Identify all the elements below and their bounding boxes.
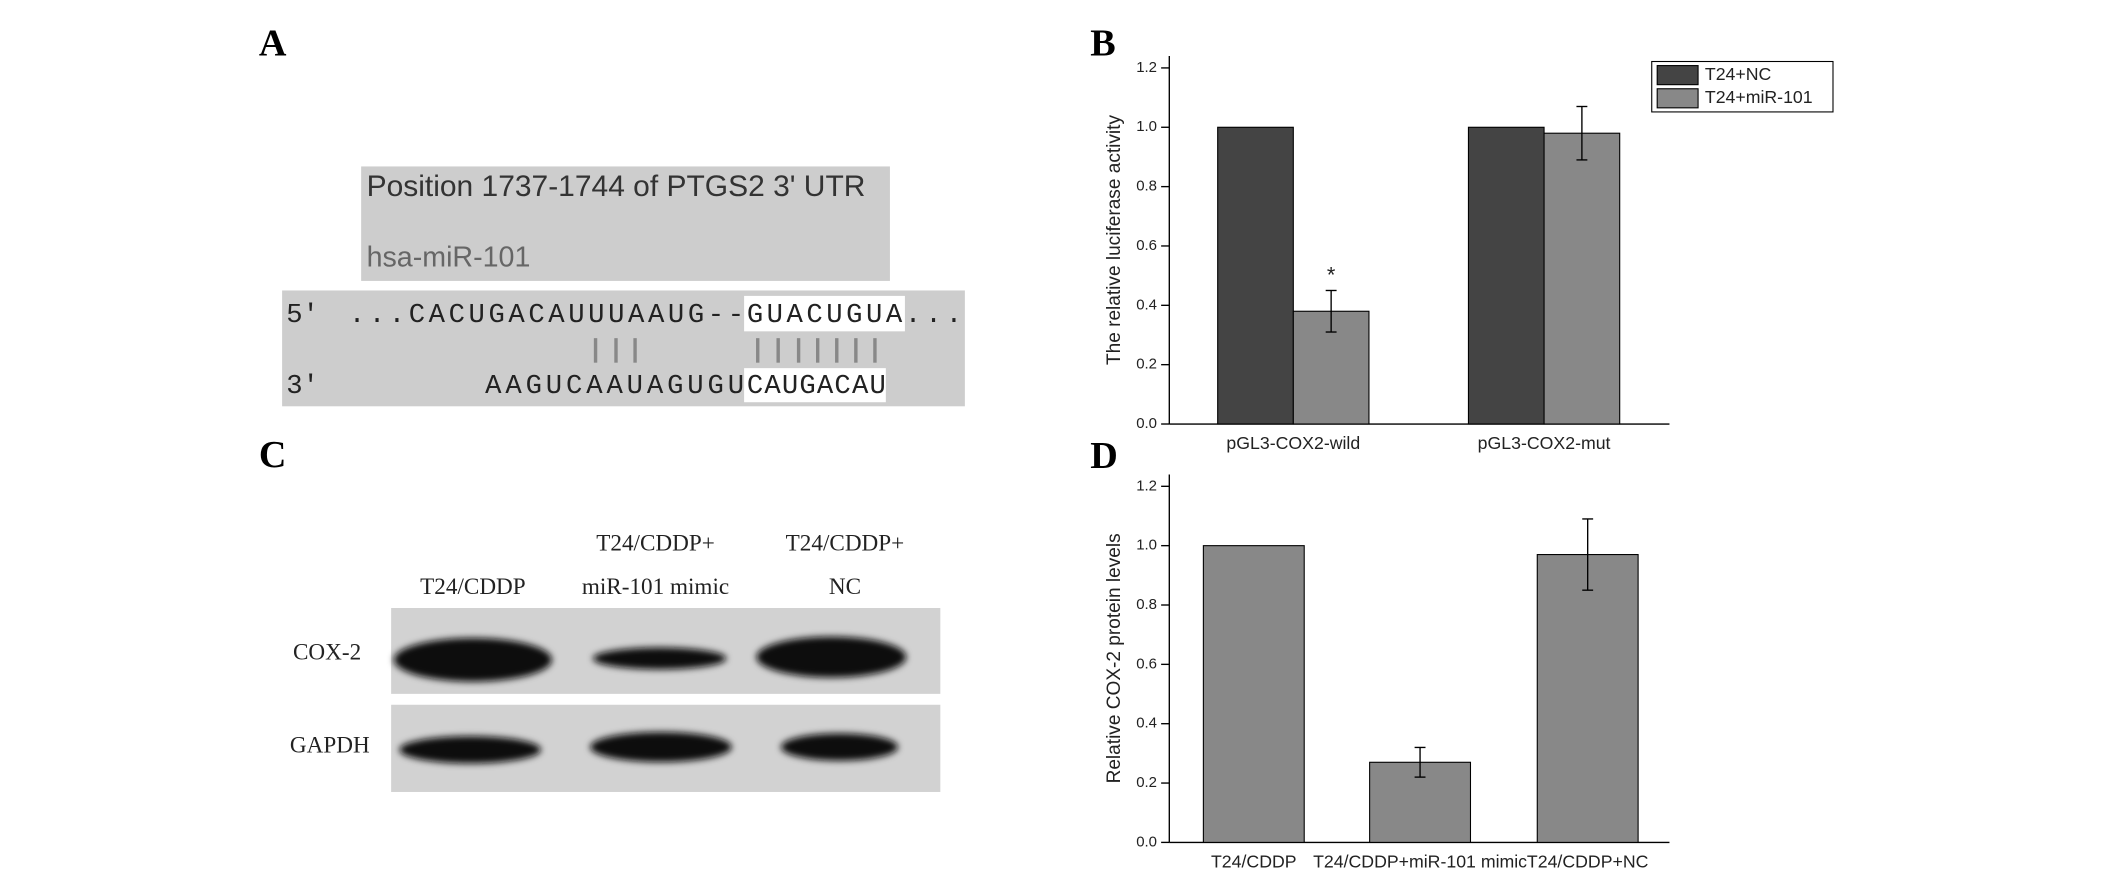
row-label: COX-2 bbox=[293, 640, 361, 666]
y-tick-label: 0.2 bbox=[1136, 356, 1157, 373]
y-axis-label: The relative luciferase activity bbox=[1104, 115, 1125, 365]
y-tick-label: 0.6 bbox=[1136, 655, 1157, 672]
sequence: CAUGACAU bbox=[747, 371, 886, 402]
y-tick-label: 0.2 bbox=[1136, 774, 1157, 791]
x-tick-label: T24/CDDP+NC bbox=[1527, 852, 1649, 872]
bar bbox=[1543, 132, 1621, 425]
y-tick-label: 1.0 bbox=[1136, 118, 1157, 135]
sequence: AAGUCAAUAGUGU bbox=[485, 371, 744, 402]
mirna-name: hsa-miR-101 bbox=[367, 242, 531, 274]
lane-label: T24/CDDP+ bbox=[786, 531, 905, 557]
y-tick-label: 0.4 bbox=[1136, 715, 1157, 732]
sequence: ... bbox=[905, 300, 962, 331]
panel-letter: A bbox=[259, 22, 287, 64]
legend-swatch bbox=[1656, 88, 1699, 109]
legend-label: T24+NC bbox=[1705, 64, 1772, 84]
lane-label: NC bbox=[829, 574, 861, 600]
y-tick-label: 1.0 bbox=[1136, 537, 1157, 554]
seed-highlight bbox=[744, 368, 886, 403]
y-tick-label: 0.0 bbox=[1136, 415, 1157, 432]
x-tick-label: pGL3-COX2-wild bbox=[1226, 433, 1360, 453]
y-tick-label: 0.6 bbox=[1136, 237, 1157, 254]
info-box bbox=[361, 166, 890, 281]
row-label: GAPDH bbox=[290, 732, 370, 758]
y-axis-label: Relative COX-2 protein levels bbox=[1104, 533, 1125, 783]
seed-highlight bbox=[744, 295, 905, 332]
utr-title: Position 1737-1744 of PTGS2 3' UTR bbox=[367, 170, 866, 203]
y-tick-label: 0.8 bbox=[1136, 596, 1157, 613]
x-tick-label: T24/CDDP bbox=[1211, 852, 1297, 872]
strand-label: 3' bbox=[286, 371, 319, 402]
bar bbox=[1467, 126, 1545, 425]
y-tick-label: 0.4 bbox=[1136, 296, 1157, 313]
bands bbox=[393, 636, 907, 764]
lane-label: T24/CDDP+ bbox=[596, 531, 715, 557]
y-tick-label: 0.0 bbox=[1136, 833, 1157, 850]
y-tick-label: 1.2 bbox=[1136, 59, 1157, 76]
x-tick-label: pGL3-COX2-mut bbox=[1478, 433, 1611, 453]
base-pairs bbox=[593, 338, 877, 363]
strand-label: 5' bbox=[286, 300, 319, 331]
legend-label: T24+miR-101 bbox=[1705, 87, 1813, 107]
bar bbox=[1217, 126, 1294, 425]
y-tick-label: 1.2 bbox=[1136, 477, 1157, 494]
panel-letter: C bbox=[259, 434, 287, 476]
bar bbox=[1536, 554, 1639, 843]
panel-letter: D bbox=[1090, 435, 1118, 477]
legend-swatch bbox=[1656, 65, 1699, 86]
panel-letter: B bbox=[1090, 22, 1115, 64]
x-tick-label: T24/CDDP+miR-101 mimic bbox=[1313, 852, 1527, 872]
y-tick-label: 0.8 bbox=[1136, 178, 1157, 195]
lane-label: miR-101 mimic bbox=[582, 574, 729, 600]
bar bbox=[1202, 545, 1305, 843]
annotation: * bbox=[1327, 263, 1336, 288]
lane-label: T24/CDDP bbox=[420, 574, 526, 600]
